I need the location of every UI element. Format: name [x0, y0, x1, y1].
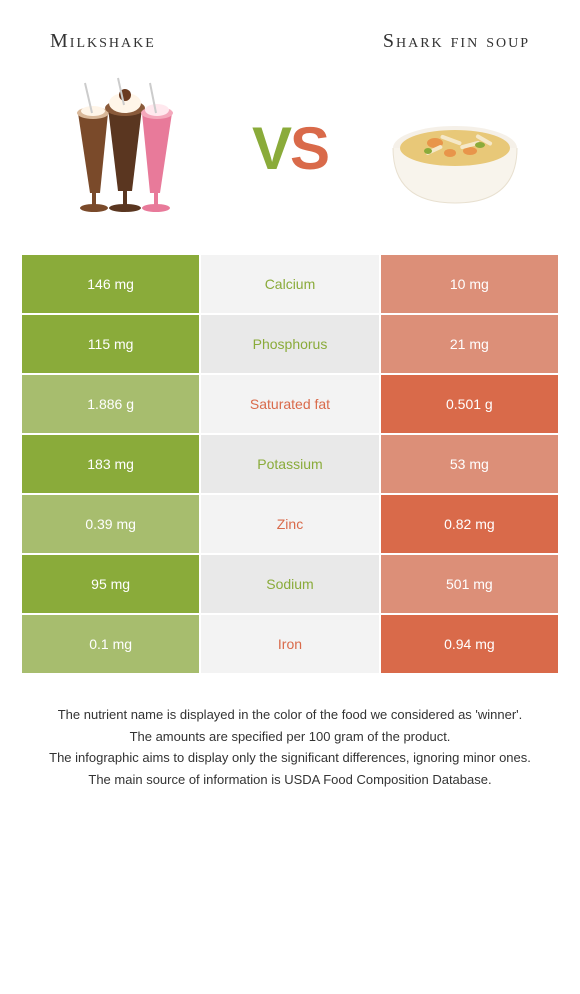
left-value: 1.886 g [21, 374, 200, 434]
footer-line-3: The infographic aims to display only the… [30, 748, 550, 768]
nutrient-table: 146 mgCalcium10 mg115 mgPhosphorus21 mg1… [20, 253, 560, 675]
left-value: 0.39 mg [21, 494, 200, 554]
table-row: 1.886 gSaturated fat0.501 g [21, 374, 559, 434]
right-value: 0.501 g [380, 374, 559, 434]
nutrient-label: Iron [200, 614, 379, 674]
table-row: 146 mgCalcium10 mg [21, 254, 559, 314]
right-value: 0.82 mg [380, 494, 559, 554]
footer-line-4: The main source of information is USDA F… [30, 770, 550, 790]
footer-line-1: The nutrient name is displayed in the co… [30, 705, 550, 725]
table-row: 0.1 mgIron0.94 mg [21, 614, 559, 674]
soup-image [380, 73, 530, 223]
left-food-title: Milkshake [50, 30, 156, 53]
footer-notes: The nutrient name is displayed in the co… [20, 675, 560, 789]
left-value: 95 mg [21, 554, 200, 614]
table-row: 183 mgPotassium53 mg [21, 434, 559, 494]
right-food-title: Shark fin soup [383, 30, 530, 53]
nutrient-label: Potassium [200, 434, 379, 494]
nutrient-label: Zinc [200, 494, 379, 554]
vs-label: VS [252, 114, 328, 183]
table-row: 0.39 mgZinc0.82 mg [21, 494, 559, 554]
table-row: 115 mgPhosphorus21 mg [21, 314, 559, 374]
left-value: 146 mg [21, 254, 200, 314]
nutrient-label: Sodium [200, 554, 379, 614]
left-value: 115 mg [21, 314, 200, 374]
nutrient-label: Saturated fat [200, 374, 379, 434]
right-value: 10 mg [380, 254, 559, 314]
left-value: 183 mg [21, 434, 200, 494]
table-row: 95 mgSodium501 mg [21, 554, 559, 614]
right-value: 21 mg [380, 314, 559, 374]
right-value: 501 mg [380, 554, 559, 614]
nutrient-label: Phosphorus [200, 314, 379, 374]
right-value: 0.94 mg [380, 614, 559, 674]
vs-s: S [290, 115, 328, 182]
images-row: VS [20, 73, 560, 253]
milkshake-image [50, 73, 200, 223]
header: Milkshake Shark fin soup [20, 20, 560, 73]
right-value: 53 mg [380, 434, 559, 494]
nutrient-label: Calcium [200, 254, 379, 314]
footer-line-2: The amounts are specified per 100 gram o… [30, 727, 550, 747]
vs-v: V [252, 115, 290, 182]
left-value: 0.1 mg [21, 614, 200, 674]
